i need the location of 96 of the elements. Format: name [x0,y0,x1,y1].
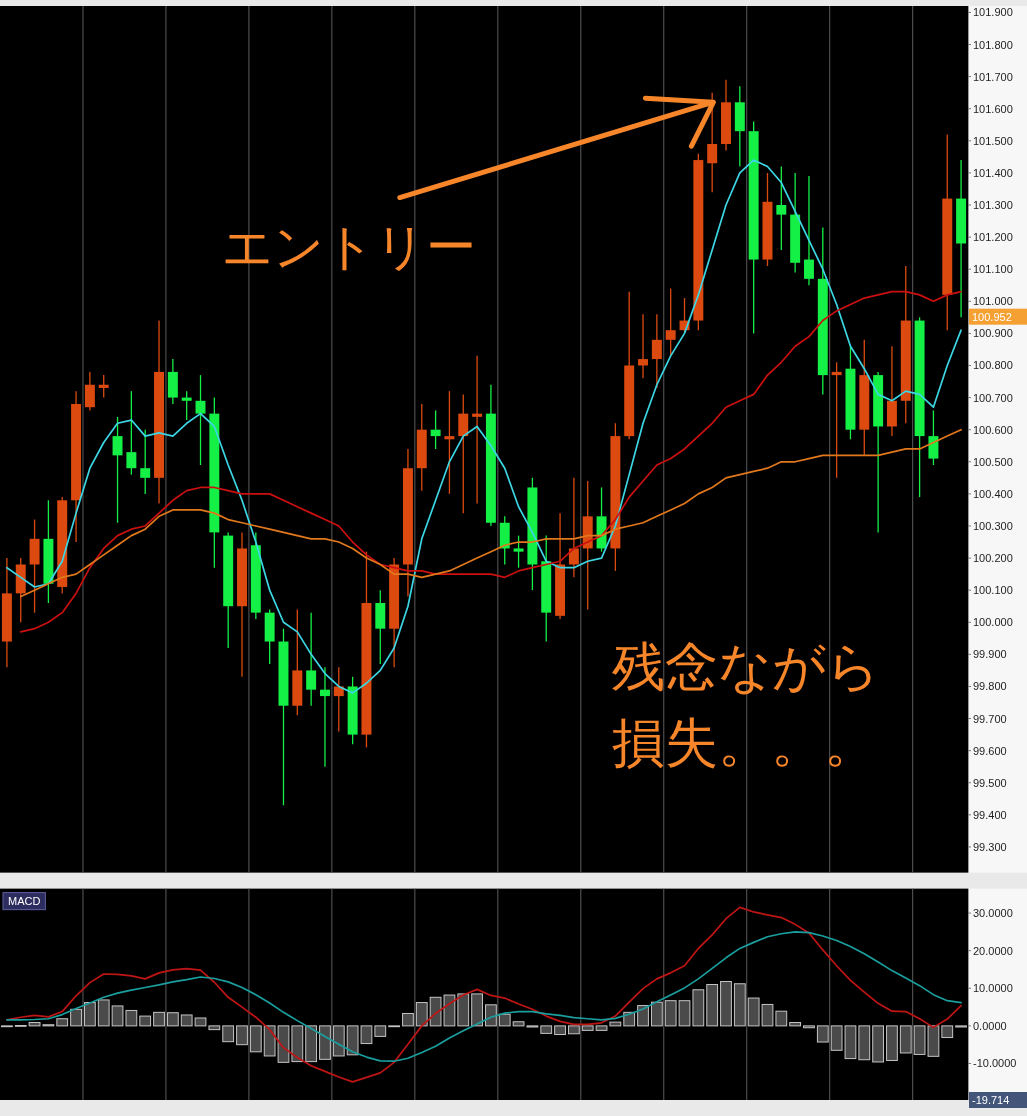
bar [872,1025,885,1063]
bar [471,993,483,1027]
y-tick-label: 99.600 [973,744,1007,757]
y-tick-label: 100.500 [973,455,1013,468]
y-tick-label: 100.800 [973,359,1013,372]
y-tick-label: 101.500 [973,134,1013,147]
candlestick [126,390,137,476]
text: -19.714 [972,1094,1010,1106]
line-series [6,931,962,1063]
candlestick [430,409,441,450]
bar [706,984,719,1027]
bar [554,1025,566,1036]
y-tick-label: 100.600 [973,423,1013,436]
y-tick-label: 0.0000 [973,1019,1007,1032]
bar [886,1025,898,1061]
y-tick-label: 99.300 [973,840,1007,853]
candlestick [651,313,662,389]
bar [540,1025,553,1034]
y-tick-label: 100.900 [973,327,1013,340]
y-tick-label: 100.200 [973,552,1013,565]
line-series [19,428,962,598]
y-tick-label: 101.400 [973,166,1013,179]
candlestick [665,287,676,357]
candlestick [638,313,649,379]
y-tick-label: 100.100 [973,584,1013,597]
annotation: エントリー [221,219,476,276]
y-tick-label: 99.500 [973,776,1007,789]
candlestick [513,534,524,569]
y-tick-label: 100.000 [973,616,1013,629]
candlestick [568,477,579,578]
y-tick-label: -10.0000 [973,1057,1017,1070]
bar [166,1012,179,1027]
bar [457,993,470,1027]
candlestick [831,361,842,479]
bar [733,983,746,1027]
candlestick [472,355,483,505]
y-tick-label: 101.900 [973,6,1013,19]
bar [485,1004,497,1027]
y-tick-label: 99.800 [973,680,1007,693]
y-tick-label: 101.800 [973,38,1013,51]
candlestick [333,666,344,733]
y-tick-label: 99.400 [973,808,1007,821]
y-tick-label: 20.0000 [973,944,1013,957]
bar [816,1025,829,1043]
bar [720,981,732,1027]
candlestick [181,390,192,421]
y-tick-label: 101.300 [973,199,1013,211]
y-tick-label: 101.700 [973,70,1013,83]
y-tick-label: 100.300 [973,519,1013,532]
line-series [6,906,962,1083]
bar [236,1025,248,1046]
y-tick-label: 101.100 [973,263,1013,276]
candlestick [112,416,123,524]
candlestick [319,666,330,768]
bar [567,1025,580,1035]
bar [899,1025,912,1054]
candlestick [928,409,939,466]
bar [249,1025,262,1053]
bar [332,1025,345,1057]
y-tick-label: 10.0000 [973,982,1013,995]
y-tick-label: 100.700 [973,391,1013,404]
candlestick [84,371,95,412]
bar [56,1018,69,1027]
candlestick [707,92,718,193]
text: 100.952 [972,310,1012,323]
bar [319,1025,331,1060]
line-series [19,290,962,633]
candlestick [776,165,787,251]
text: MACD [8,895,41,908]
bar [83,1002,96,1027]
candlestick [803,175,814,286]
bar [789,1021,802,1027]
y-tick-label: 99.700 [973,712,1007,725]
bar [139,1015,152,1027]
bar [650,1001,663,1027]
y-tick-label: 100.400 [973,487,1013,500]
y-tick-label: 30.0000 [973,907,1013,920]
candlestick [458,393,469,514]
bar [415,1002,428,1027]
candlestick [306,611,317,707]
y-tick-label: 101.000 [973,295,1013,308]
annotation: 損失。。。 [611,712,877,772]
bar [941,1025,954,1039]
candlestick [98,374,109,399]
bar [498,1013,511,1027]
y-tick-label: 101.200 [973,231,1013,244]
bar [222,1025,235,1043]
candlestick [140,429,151,495]
y-tick-label: 99.900 [973,648,1007,661]
bar [305,1025,318,1063]
bar [402,1012,414,1027]
bar [153,1011,165,1027]
y-tick-label: 101.600 [973,102,1013,115]
annotation: 残念ながら [611,637,880,697]
candlestick [444,390,455,495]
bar [70,1008,82,1027]
